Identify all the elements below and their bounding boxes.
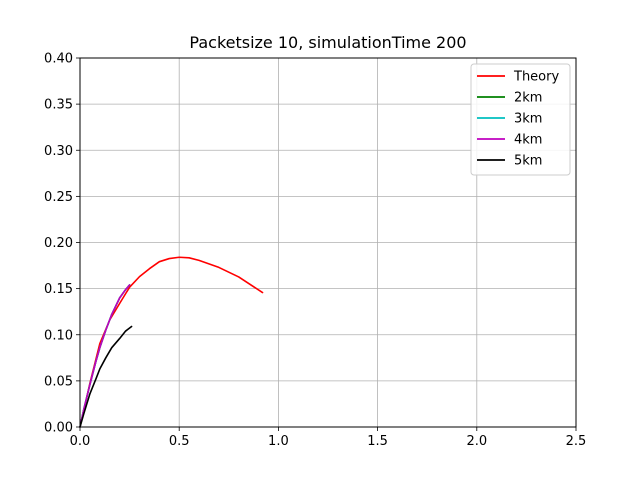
y-tick-label: 0.05	[44, 374, 73, 389]
y-tick-label: 0.10	[44, 328, 73, 343]
y-tick-label: 0.40	[44, 52, 73, 67]
x-tick-label: 0.0	[70, 434, 91, 449]
series-lines	[79, 256, 264, 428]
y-tick-label: 0.35	[44, 98, 73, 113]
chart-title: Packetsize 10, simulationTime 200	[189, 33, 466, 52]
legend-box	[470, 63, 571, 176]
x-tick-label: 1.5	[367, 434, 388, 449]
x-tick-label: 0.5	[169, 434, 190, 449]
x-tick-label: 2.0	[466, 434, 487, 449]
series-line-4km	[79, 284, 131, 428]
y-tick-label: 0.25	[44, 190, 73, 205]
legend-label: 5km	[514, 154, 542, 169]
x-tick-label: 1.0	[268, 434, 289, 449]
legend-label: 2km	[514, 91, 542, 106]
legend: Theory 2km 3km 4km 5km	[470, 63, 571, 176]
y-tick-label: 0.00	[44, 421, 73, 436]
y-tick-label: 0.30	[44, 144, 73, 159]
legend-label: Theory	[513, 70, 559, 85]
y-tick-label: 0.15	[44, 282, 73, 297]
axis-ticks: 0.0 0.5 1.0 1.5 2.0 2.5 0.00 0.05 0.10 0.15 0.20 0.…	[44, 52, 586, 450]
legend-label: 4km	[514, 133, 542, 148]
y-tick-label: 0.20	[44, 236, 73, 251]
x-tick-label: 2.5	[566, 434, 587, 449]
series-line-5km	[79, 325, 133, 428]
legend-label: 3km	[514, 112, 542, 127]
